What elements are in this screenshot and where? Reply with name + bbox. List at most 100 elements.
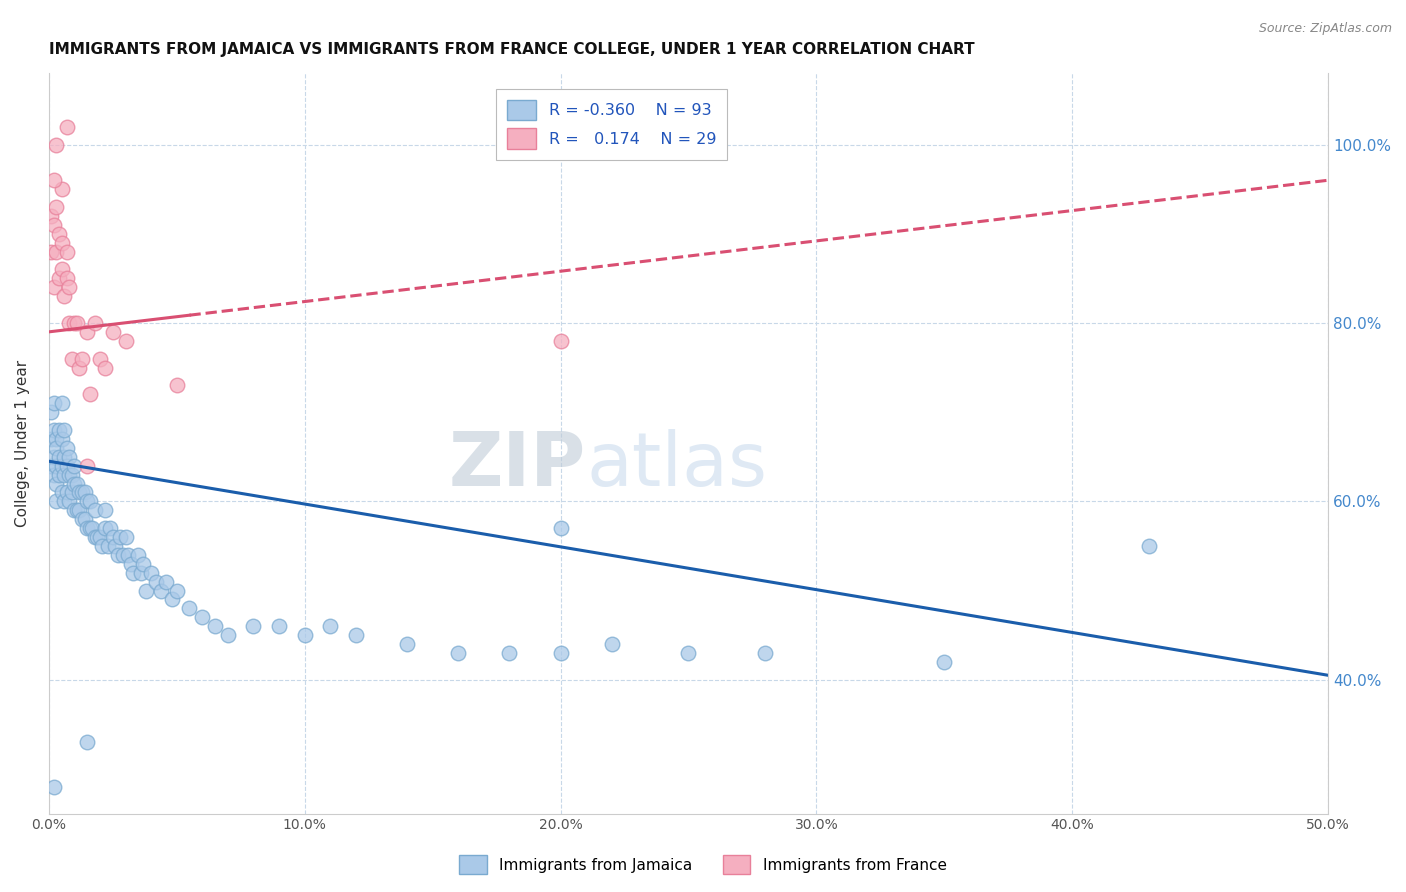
Point bbox=[550, 646, 572, 660]
Point bbox=[63, 503, 86, 517]
Point bbox=[42, 780, 65, 794]
Point bbox=[51, 396, 73, 410]
Point bbox=[447, 646, 470, 660]
Point bbox=[110, 530, 132, 544]
Point bbox=[45, 441, 67, 455]
Point bbox=[70, 351, 93, 366]
Point bbox=[934, 655, 956, 669]
Point bbox=[45, 458, 67, 473]
Point bbox=[42, 467, 65, 482]
Point bbox=[45, 476, 67, 491]
Point bbox=[42, 450, 65, 464]
Point bbox=[45, 200, 67, 214]
Point bbox=[191, 610, 214, 624]
Point bbox=[101, 325, 124, 339]
Point bbox=[60, 351, 83, 366]
Point bbox=[48, 467, 70, 482]
Point bbox=[94, 521, 117, 535]
Point bbox=[69, 360, 91, 375]
Point bbox=[48, 227, 70, 241]
Point bbox=[66, 503, 89, 517]
Point bbox=[166, 378, 188, 392]
Point bbox=[70, 512, 93, 526]
Point bbox=[53, 450, 76, 464]
Point bbox=[39, 405, 62, 419]
Point bbox=[39, 432, 62, 446]
Point bbox=[217, 628, 239, 642]
Text: ZIP: ZIP bbox=[449, 429, 586, 502]
Point bbox=[76, 735, 98, 749]
Point bbox=[55, 244, 77, 259]
Point bbox=[98, 521, 121, 535]
Point bbox=[42, 423, 65, 437]
Point bbox=[101, 530, 124, 544]
Point bbox=[51, 432, 73, 446]
Point bbox=[120, 557, 142, 571]
Point bbox=[395, 637, 418, 651]
Point bbox=[48, 271, 70, 285]
Point bbox=[83, 316, 105, 330]
Point bbox=[114, 334, 136, 348]
Point bbox=[242, 619, 264, 633]
Point bbox=[66, 476, 89, 491]
Legend: Immigrants from Jamaica, Immigrants from France: Immigrants from Jamaica, Immigrants from… bbox=[453, 849, 953, 880]
Point bbox=[63, 476, 86, 491]
Point bbox=[76, 325, 98, 339]
Point bbox=[45, 244, 67, 259]
Point bbox=[83, 530, 105, 544]
Point bbox=[94, 360, 117, 375]
Point bbox=[51, 182, 73, 196]
Point bbox=[267, 619, 290, 633]
Point bbox=[42, 280, 65, 294]
Point bbox=[122, 566, 145, 580]
Point bbox=[127, 548, 149, 562]
Point bbox=[754, 646, 776, 660]
Point bbox=[39, 244, 62, 259]
Point bbox=[150, 583, 173, 598]
Point bbox=[104, 539, 127, 553]
Point bbox=[114, 530, 136, 544]
Point bbox=[48, 450, 70, 464]
Point bbox=[51, 262, 73, 277]
Point bbox=[45, 432, 67, 446]
Point bbox=[139, 566, 162, 580]
Point bbox=[58, 280, 80, 294]
Point bbox=[53, 467, 76, 482]
Point bbox=[70, 485, 93, 500]
Point bbox=[60, 485, 83, 500]
Point bbox=[344, 628, 367, 642]
Point bbox=[63, 458, 86, 473]
Point bbox=[76, 494, 98, 508]
Text: IMMIGRANTS FROM JAMAICA VS IMMIGRANTS FROM FRANCE COLLEGE, UNDER 1 YEAR CORRELAT: IMMIGRANTS FROM JAMAICA VS IMMIGRANTS FR… bbox=[49, 42, 974, 57]
Point bbox=[550, 521, 572, 535]
Point bbox=[79, 494, 101, 508]
Point bbox=[45, 137, 67, 152]
Y-axis label: College, Under 1 year: College, Under 1 year bbox=[15, 359, 30, 527]
Point bbox=[53, 289, 76, 303]
Point bbox=[73, 512, 96, 526]
Point bbox=[69, 485, 91, 500]
Point bbox=[55, 485, 77, 500]
Point bbox=[51, 458, 73, 473]
Point bbox=[66, 316, 89, 330]
Point bbox=[319, 619, 342, 633]
Point bbox=[498, 646, 520, 660]
Point bbox=[94, 503, 117, 517]
Point bbox=[89, 530, 111, 544]
Point bbox=[58, 467, 80, 482]
Point bbox=[117, 548, 139, 562]
Point bbox=[550, 334, 572, 348]
Point bbox=[107, 548, 129, 562]
Point bbox=[89, 351, 111, 366]
Point bbox=[55, 271, 77, 285]
Point bbox=[53, 494, 76, 508]
Point bbox=[58, 494, 80, 508]
Point bbox=[76, 458, 98, 473]
Point bbox=[91, 539, 114, 553]
Point bbox=[51, 485, 73, 500]
Point bbox=[55, 458, 77, 473]
Text: Source: ZipAtlas.com: Source: ZipAtlas.com bbox=[1258, 22, 1392, 36]
Point bbox=[129, 566, 152, 580]
Point bbox=[55, 441, 77, 455]
Point bbox=[111, 548, 134, 562]
